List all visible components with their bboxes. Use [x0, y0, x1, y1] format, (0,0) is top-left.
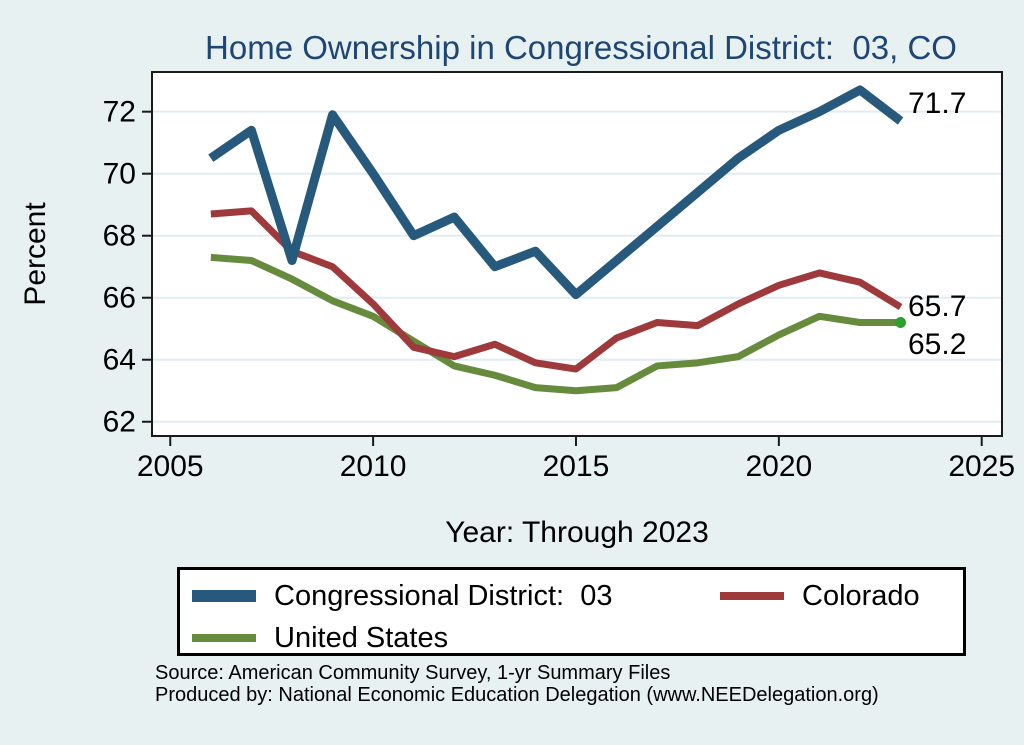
series-end-marker-us — [895, 317, 907, 329]
y-tick-label-64: 64 — [103, 344, 136, 377]
chart-title: Home Ownership in Congressional District… — [205, 29, 957, 66]
legend-item-us: United States — [192, 622, 448, 654]
legend-label-district03: Congressional District: 03 — [274, 579, 613, 612]
end-label-district03: 71.7 — [908, 87, 967, 120]
x-tick-label-2005: 2005 — [137, 450, 204, 483]
legend-swatch-colorado-icon — [720, 592, 784, 600]
x-tick-label-2010: 2010 — [340, 450, 407, 483]
legend-label-us: United States — [274, 621, 449, 654]
y-tick-label-70: 70 — [103, 158, 136, 191]
end-label-us: 65.2 — [908, 328, 967, 361]
x-tick-label-2025: 2025 — [948, 450, 1015, 483]
x-axis-label: Year: Through 2023 — [445, 516, 709, 549]
legend-swatch-us-icon — [192, 634, 256, 642]
y-tick-label-62: 62 — [103, 406, 136, 439]
legend-label-colorado: Colorado — [802, 579, 920, 612]
x-tick-label-2020: 2020 — [745, 450, 812, 483]
legend-item-colorado: Colorado — [720, 578, 920, 614]
series-line-colorado — [210, 207, 903, 373]
y-tick-label-68: 68 — [103, 220, 136, 253]
plot-border — [151, 71, 1003, 437]
plot-area — [152, 72, 1002, 436]
legend-swatch-district03-icon — [192, 590, 256, 602]
series-line-district03 — [208, 85, 904, 300]
y-tick-label-66: 66 — [103, 282, 136, 315]
source-line: Source: American Community Survey, 1-yr … — [155, 662, 671, 684]
source-note: Source: American Community Survey, 1-yr … — [155, 662, 879, 706]
x-tick-label-2015: 2015 — [543, 450, 610, 483]
end-label-colorado: 65.7 — [908, 290, 967, 323]
produced-by-line: Produced by: National Economic Education… — [155, 683, 879, 706]
legend: Congressional District: 03 Colorado Unit… — [177, 567, 966, 656]
y-tick-label-72: 72 — [103, 96, 136, 129]
series-line-us — [210, 253, 901, 395]
legend-item-district03: Congressional District: 03 — [192, 578, 612, 614]
